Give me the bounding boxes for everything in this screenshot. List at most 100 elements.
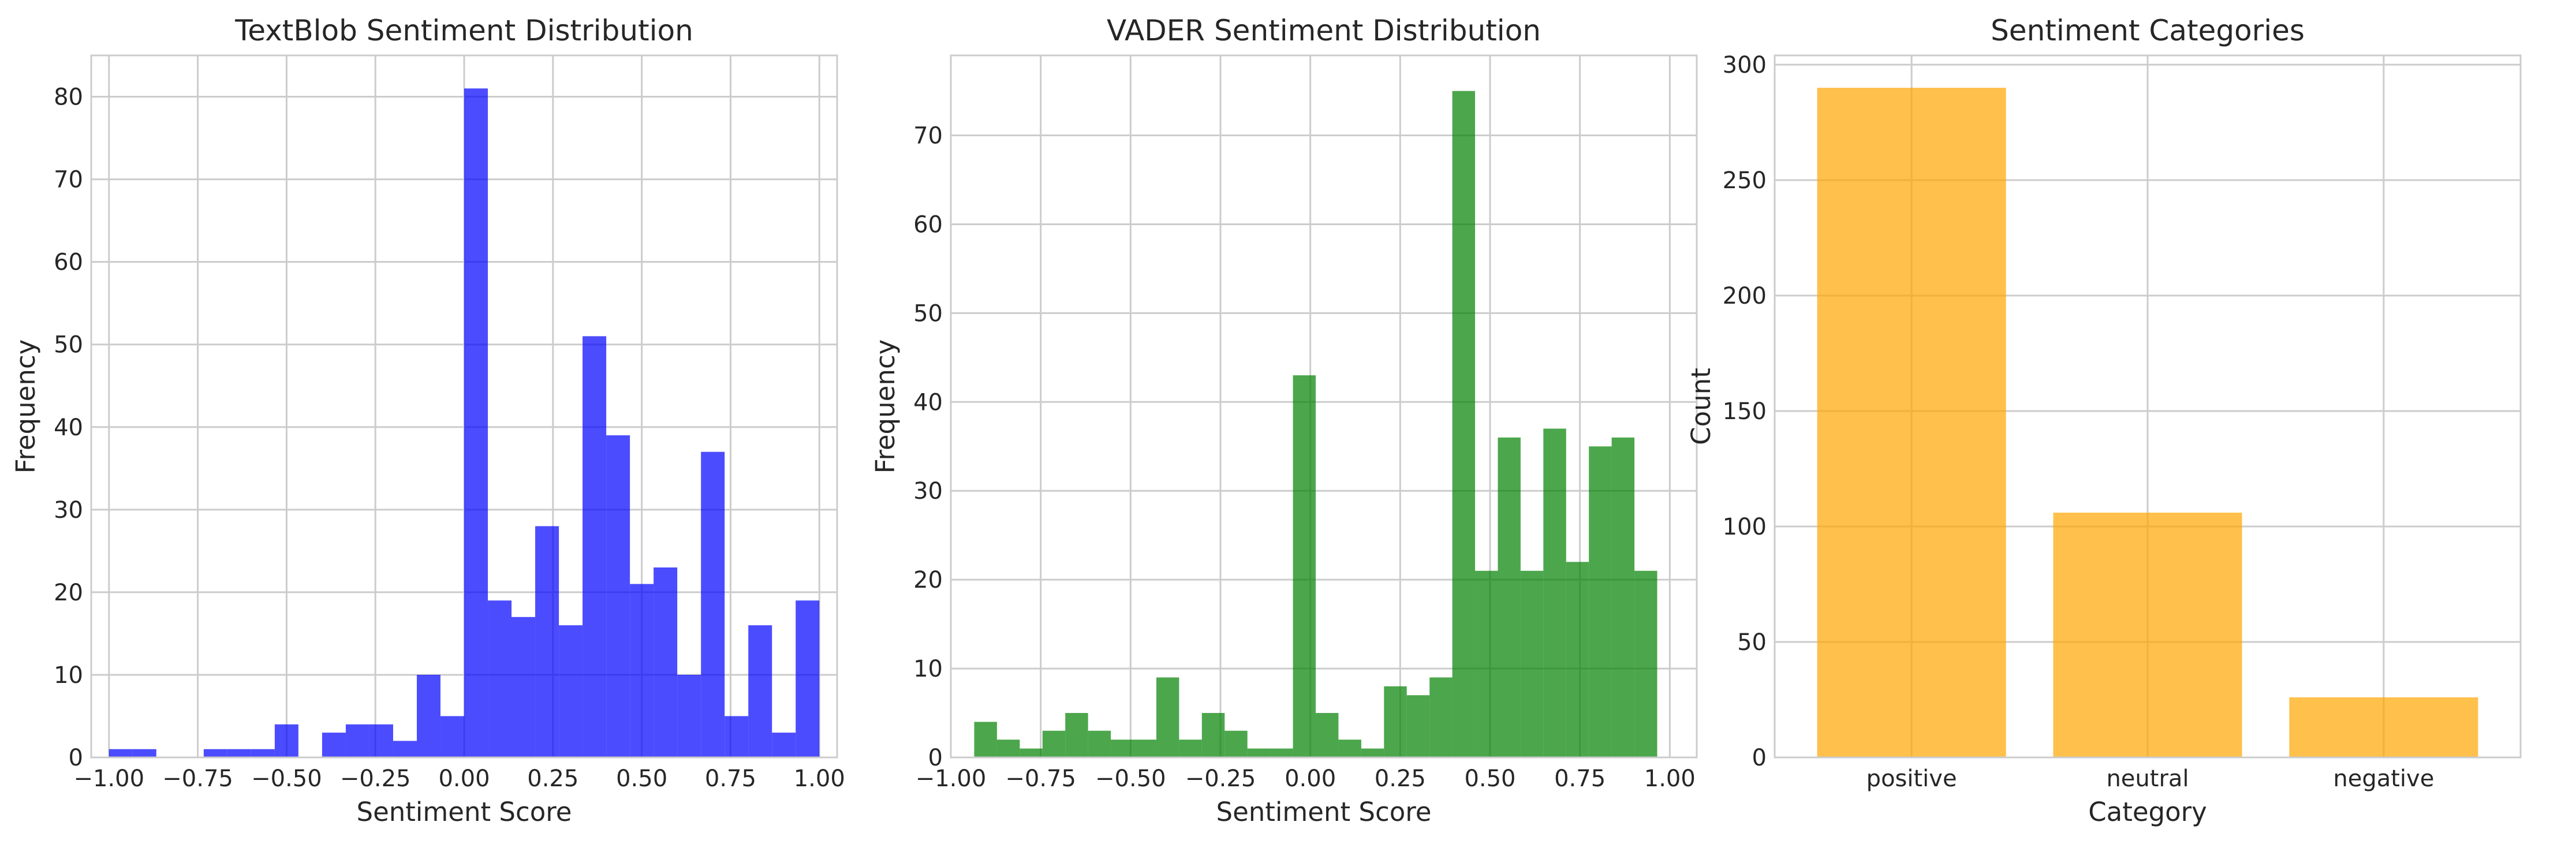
x-axis-label: Category	[2088, 797, 2207, 827]
histogram-bar	[1020, 748, 1043, 757]
textblob-histogram-panel: 0 10 20 30 40 50 60 70 80 −1.00 −0.75 −0.50 −0.25 0.0…	[10, 14, 845, 827]
histogram-bar	[1315, 713, 1339, 757]
x-tick-label: −0.50	[251, 765, 322, 792]
histogram-bar	[1042, 730, 1066, 757]
histogram-bar	[488, 600, 512, 757]
histogram-bar	[996, 740, 1020, 757]
axes-frame	[950, 54, 1698, 759]
category-bar	[2053, 513, 2242, 757]
x-tick-label: −0.75	[162, 765, 233, 792]
histogram-bar	[1566, 562, 1589, 757]
histogram-bar	[1611, 437, 1635, 757]
histogram-bar	[1498, 437, 1521, 757]
histogram-bar	[322, 733, 346, 757]
histogram-bar	[1429, 677, 1453, 757]
x-tick-label: −1.00	[73, 765, 144, 792]
y-tick-label: 50	[913, 300, 943, 327]
tick-labels: 0 10 20 30 40 50 60 70 −1.00 −0.75 −0.50 −0.25 0.00 0…	[913, 123, 1696, 792]
x-tick-label: 0.25	[527, 765, 578, 792]
y-axis-label: Frequency	[10, 339, 41, 473]
histogram-bar	[1543, 428, 1566, 757]
y-tick-label: 10	[54, 662, 83, 689]
histogram-bar	[1065, 713, 1088, 757]
x-tick-label: −0.25	[1185, 765, 1256, 792]
x-tick-label: positive	[1866, 765, 1957, 792]
x-tick-label: 0.50	[616, 765, 667, 792]
x-tick-label: 0.00	[1285, 765, 1336, 792]
x-tick-label: 0.75	[705, 765, 756, 792]
y-tick-label: 50	[54, 332, 83, 358]
y-tick-label: 70	[913, 123, 943, 150]
y-tick-label: 0	[1752, 745, 1767, 771]
y-tick-label: 70	[54, 167, 83, 193]
x-tick-label: neutral	[2106, 765, 2189, 792]
y-axis-label: Count	[1686, 368, 1716, 445]
histogram-bar	[1293, 375, 1316, 757]
y-tick-label: 30	[913, 478, 943, 505]
axes-frame	[90, 54, 838, 759]
sentiment-categories-panel: 0 50 100 150 200 250 300 positive neutral negativ…	[1686, 14, 2522, 827]
y-tick-label: 30	[54, 497, 83, 524]
histogram-bar	[974, 722, 997, 757]
histogram-bar	[1475, 570, 1498, 757]
histogram-bar	[772, 733, 796, 757]
histogram-bar	[109, 749, 133, 757]
histogram-bar	[1338, 740, 1361, 757]
histogram-bar	[1111, 740, 1134, 757]
histogram-bar	[416, 674, 440, 757]
x-tick-label: 0.00	[438, 765, 490, 792]
histogram-bar	[203, 749, 227, 757]
x-tick-label: 1.00	[794, 765, 845, 792]
histogram-bar	[1384, 686, 1407, 757]
x-tick-label: −0.25	[340, 765, 411, 792]
histogram-bar	[393, 741, 417, 757]
histogram-bar	[1247, 748, 1271, 757]
category-bar	[1817, 88, 2006, 757]
x-tick-label: −0.75	[1005, 765, 1076, 792]
y-tick-label: 20	[54, 580, 83, 606]
chart-title: Sentiment Categories	[1991, 14, 2305, 47]
histogram-bar	[535, 526, 559, 757]
y-tick-label: 60	[913, 211, 943, 238]
histogram-bar	[701, 451, 725, 757]
x-axis-label: Sentiment Score	[1216, 797, 1432, 827]
histogram-bar	[748, 625, 772, 757]
bars	[974, 91, 1657, 758]
histogram-bar	[583, 336, 607, 757]
histogram-bar	[227, 749, 251, 757]
x-tick-label: 1.00	[1644, 765, 1696, 792]
histogram-bar	[1156, 677, 1179, 757]
histogram-bar	[1133, 740, 1156, 757]
histogram-bar	[345, 724, 369, 757]
axes-frame	[1774, 54, 2522, 759]
histogram-bar	[1201, 713, 1225, 757]
x-tick-label: −0.50	[1095, 765, 1166, 792]
x-tick-label: negative	[2333, 765, 2434, 792]
histogram-bar	[1179, 740, 1202, 757]
y-tick-label: 150	[1723, 398, 1767, 425]
histogram-bar	[1224, 730, 1248, 757]
histogram-bar	[677, 674, 701, 757]
histogram-bar	[132, 749, 156, 757]
y-tick-label: 80	[54, 84, 83, 111]
x-tick-label: 0.75	[1554, 765, 1606, 792]
tick-labels: 0 10 20 30 40 50 60 70 80 −1.00 −0.75 −0.50 −0.25 0.0…	[54, 84, 845, 792]
histogram-bar	[369, 724, 393, 757]
histogram-bar	[725, 716, 749, 757]
histogram-bar	[796, 600, 820, 757]
y-tick-label: 0	[928, 745, 943, 771]
histogram-bar	[654, 567, 678, 757]
tick-labels: 0 50 100 150 200 250 300 positive neutral negativ…	[1723, 52, 2435, 792]
y-tick-label: 40	[54, 414, 83, 441]
histogram-bar	[1589, 446, 1612, 757]
histogram-bar	[630, 584, 654, 757]
histogram-bar	[1361, 748, 1384, 757]
histogram-bar	[1088, 730, 1111, 757]
category-bar	[2289, 697, 2478, 757]
histogram-bar	[512, 617, 536, 757]
y-axis-label: Frequency	[870, 339, 901, 473]
y-tick-label: 20	[913, 567, 943, 593]
histogram-bar	[274, 724, 298, 757]
chart-title: TextBlob Sentiment Distribution	[234, 14, 693, 47]
y-tick-label: 300	[1723, 52, 1767, 79]
